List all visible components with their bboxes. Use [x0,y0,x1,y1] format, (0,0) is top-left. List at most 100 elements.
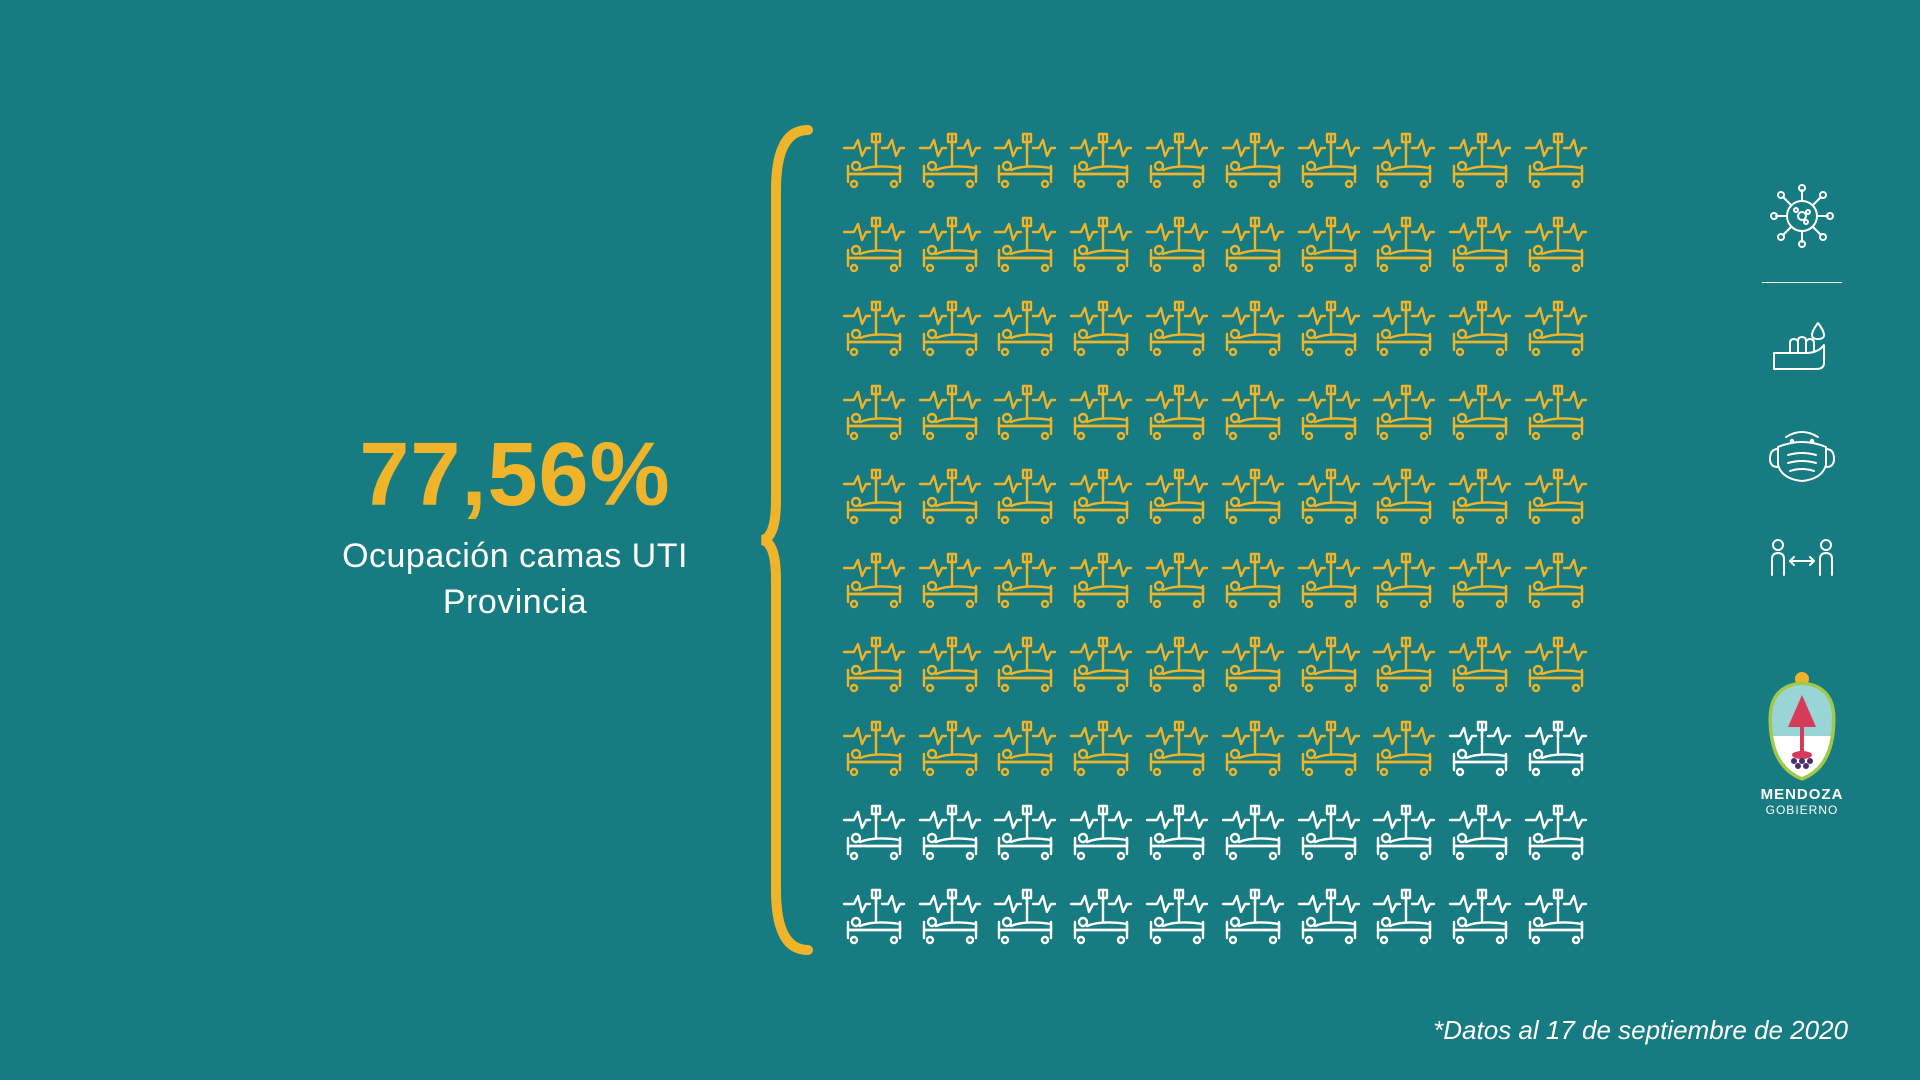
bed-icon [1067,708,1135,792]
bed-icon [1219,624,1287,708]
bed-icon [1446,372,1514,456]
bed-icon [1295,540,1363,624]
bed-icon [992,456,1060,540]
bed-icon [992,288,1060,372]
infographic-canvas: 77,56% Ocupación camas UTI Provincia [0,0,1920,1080]
social-distance-icon [1766,525,1838,597]
stat-label: Ocupación camas UTI Provincia [280,534,750,626]
bed-icon [1219,456,1287,540]
bed-icon [1143,876,1211,960]
bed-icon [916,624,984,708]
bed-icon [992,540,1060,624]
bed-icon [1371,120,1439,204]
bed-icon [1522,456,1590,540]
bed-icon [992,624,1060,708]
bed-icon [992,120,1060,204]
bed-icon [1371,876,1439,960]
bed-icon [1143,372,1211,456]
bed-icon [1446,120,1514,204]
bed-icon [1219,708,1287,792]
bed-icon [840,876,908,960]
bed-icon [1067,792,1135,876]
bed-icon [840,792,908,876]
stat-label-line2: Provincia [443,583,587,621]
bed-icon [840,540,908,624]
bed-icon [840,456,908,540]
bed-icon [1295,288,1363,372]
bed-icon [1143,288,1211,372]
bed-icon [1219,792,1287,876]
stat-value: 77,56% [280,430,750,520]
bed-icon [1522,708,1590,792]
bed-icon [992,204,1060,288]
bed-icon [1446,204,1514,288]
bed-icon [1067,624,1135,708]
bed-icon [1143,540,1211,624]
bed-icon [916,372,984,456]
bed-icon [992,372,1060,456]
bed-icon [1446,624,1514,708]
bed-icon [1219,120,1287,204]
bed-icon [1522,792,1590,876]
bed-icon [1446,456,1514,540]
bed-icon [1371,624,1439,708]
bed-icon [1371,204,1439,288]
bed-icon [1371,288,1439,372]
bed-icon [1219,372,1287,456]
bed-icon [916,792,984,876]
bed-icon [840,372,908,456]
footnote: *Datos al 17 de septiembre de 2020 [1433,1015,1848,1046]
bed-icon [1446,288,1514,372]
bed-icon [1143,792,1211,876]
logo-text-line2: GOBIERNO [1761,804,1844,817]
stat-block: 77,56% Ocupación camas UTI Provincia [280,430,750,626]
bed-icon [1219,540,1287,624]
bed-icon [1522,120,1590,204]
bed-icon [1371,372,1439,456]
mendoza-logo: MENDOZA GOBIERNO [1758,671,1846,817]
bed-icon [916,708,984,792]
stat-label-line1: Ocupación camas UTI [342,537,688,575]
bed-icon [840,288,908,372]
bed-icon [1522,288,1590,372]
logo-text-line1: MENDOZA [1761,787,1844,804]
bed-icon [1295,456,1363,540]
mendoza-shield-icon [1758,671,1846,781]
bed-icon [1295,372,1363,456]
bed-pictogram-grid [840,120,1590,960]
side-divider [1762,282,1842,283]
side-icon-column: MENDOZA GOBIERNO [1752,180,1852,817]
bed-icon [916,288,984,372]
bed-icon [1371,708,1439,792]
logo-text: MENDOZA GOBIERNO [1761,787,1844,817]
bed-icon [916,876,984,960]
bed-icon [1143,204,1211,288]
bed-icon [992,708,1060,792]
bed-icon [916,120,984,204]
bed-icon [992,876,1060,960]
bed-icon [1067,204,1135,288]
bed-icon [840,120,908,204]
brace-icon [758,120,818,960]
bed-icon [1446,876,1514,960]
bed-icon [1067,288,1135,372]
hand-wash-icon [1766,313,1838,385]
bed-icon [1219,876,1287,960]
bed-icon [1371,792,1439,876]
bed-icon [1143,456,1211,540]
bed-icon [1522,624,1590,708]
bed-icon [1295,708,1363,792]
bed-icon [1522,876,1590,960]
bed-icon [1522,540,1590,624]
bed-icon [1067,120,1135,204]
bed-icon [1371,540,1439,624]
bed-icon [1295,624,1363,708]
bed-icon [840,708,908,792]
bed-icon [1067,372,1135,456]
bed-icon [1143,624,1211,708]
bed-icon [1371,456,1439,540]
bed-icon [1067,540,1135,624]
bed-icon [1143,120,1211,204]
bed-icon [916,456,984,540]
virus-icon [1766,180,1838,252]
